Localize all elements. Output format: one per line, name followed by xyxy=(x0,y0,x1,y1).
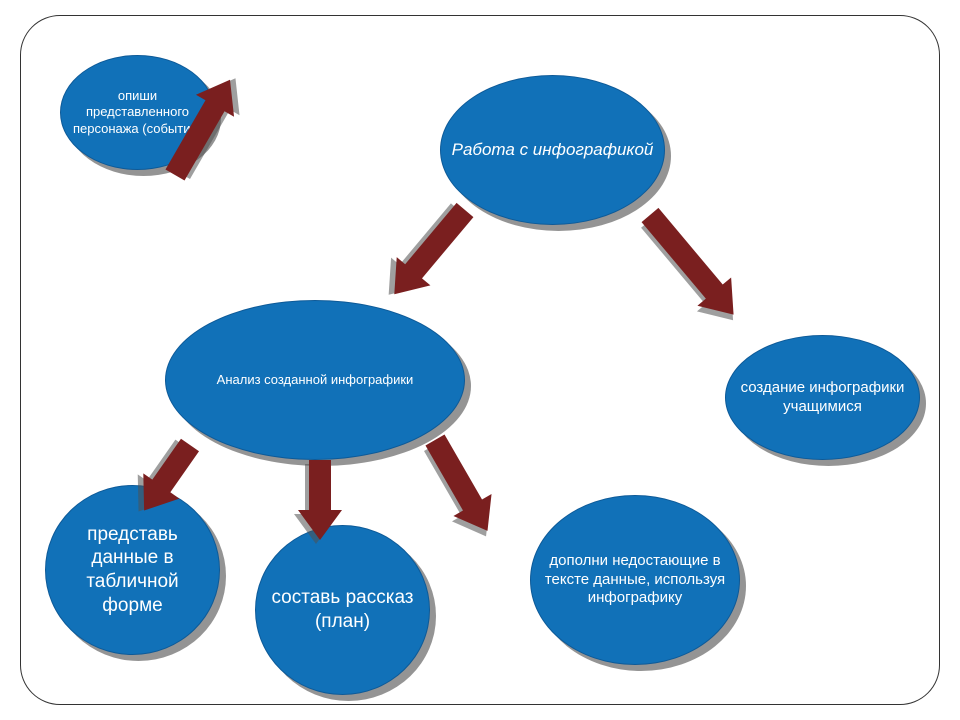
node-body: Анализ созданной инфографики xyxy=(165,300,465,460)
node-body: Работа с инфографикой xyxy=(440,75,665,225)
node-body: представь данные в табличной форме xyxy=(45,485,220,655)
node-body: дополни недостающие в тексте данные, исп… xyxy=(530,495,740,665)
node-body: создание инфографики учащимися xyxy=(725,335,920,460)
node-label: создание инфографики учащимися xyxy=(736,379,909,417)
node-label: дополни недостающие в тексте данные, исп… xyxy=(541,552,729,608)
node-label: представь данные в табличной форме xyxy=(56,523,209,618)
node-label: Работа с инфографикой xyxy=(452,139,654,160)
node-label: составь рассказ (план) xyxy=(266,586,419,634)
node-body: составь рассказ (план) xyxy=(255,525,430,695)
node-label: Анализ созданной инфографики xyxy=(217,372,414,388)
